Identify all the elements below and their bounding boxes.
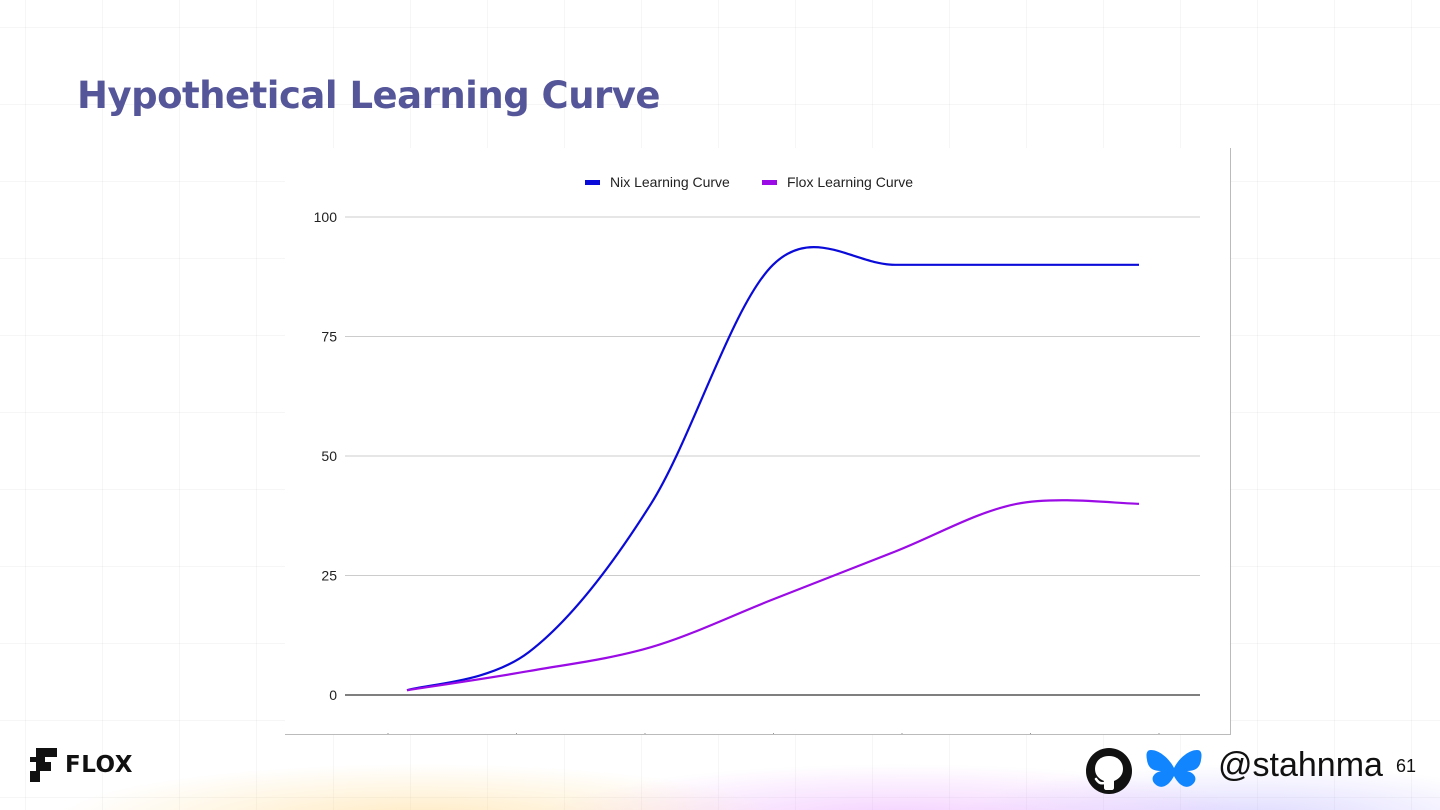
- legend-label: Flox Learning Curve: [787, 174, 913, 190]
- y-tick-label: 75: [321, 329, 337, 345]
- flox-logo: FLOX: [30, 748, 133, 782]
- bluesky-icon: [1146, 750, 1202, 787]
- line-chart: 0 25 50 75 100 Nix Learning Curve Flox Learnin…: [314, 174, 1200, 734]
- social-handle: @stahnma: [1218, 746, 1383, 784]
- legend-swatch: [585, 180, 600, 185]
- y-tick-label: 0: [329, 687, 337, 703]
- series-line-2: [406, 499, 1140, 692]
- logo-text: FLOX: [65, 752, 134, 778]
- chart-panel: 0 25 50 75 100 Nix Learning Curve Flox Learnin…: [285, 148, 1231, 735]
- y-tick-label: 50: [321, 448, 337, 464]
- legend-swatch: [762, 180, 777, 185]
- page-number: 61: [1396, 756, 1417, 776]
- y-tick-label: 100: [314, 209, 338, 225]
- series-line-1: [406, 246, 1139, 692]
- slide-title: Hypothetical Learning Curve: [77, 74, 661, 117]
- flox-logo-icon: [30, 748, 57, 782]
- github-icon: [1086, 748, 1132, 794]
- legend-label: Nix Learning Curve: [610, 174, 730, 190]
- y-tick-label: 25: [321, 568, 337, 584]
